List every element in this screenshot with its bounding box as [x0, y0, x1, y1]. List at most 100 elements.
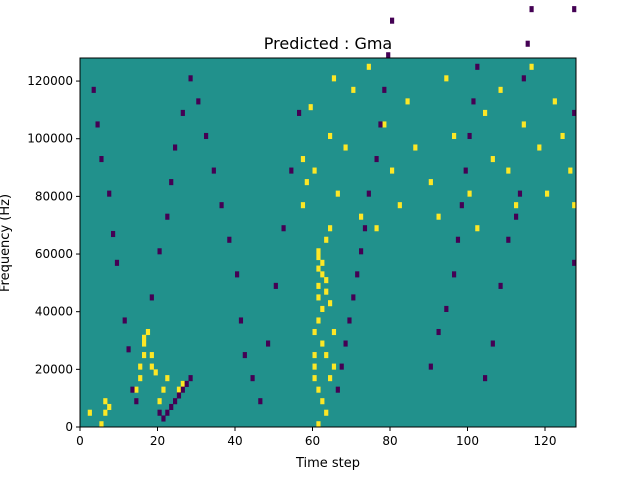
heatmap-cell-high: [142, 352, 147, 359]
x-tick-label: 40: [227, 434, 242, 448]
heatmap-cell-high: [153, 369, 158, 376]
heatmap-cell-high: [324, 236, 329, 243]
heatmap-cell-low: [386, 52, 391, 59]
heatmap-cell-high: [428, 179, 433, 186]
heatmap-cell-high: [572, 202, 577, 209]
heatmap-cell-high: [157, 398, 162, 405]
heatmap-cell-low: [436, 328, 441, 336]
heatmap-cell-high: [99, 421, 104, 428]
heatmap-cell-low: [529, 6, 534, 13]
heatmap-cell-low: [165, 213, 170, 220]
heatmap-cell-high: [107, 403, 112, 411]
heatmap-cell-low: [227, 236, 232, 243]
heatmap-cell-low: [188, 75, 193, 82]
heatmap-cell-low: [444, 305, 449, 312]
heatmap-cell-low: [455, 236, 461, 243]
heatmap-cell-high: [180, 380, 185, 387]
heatmap-cell-low: [157, 409, 162, 416]
heatmap-cell-low: [517, 190, 523, 197]
heatmap-cell-low: [107, 190, 112, 197]
heatmap-cell-low: [180, 109, 185, 116]
heatmap-cell-low: [99, 156, 104, 163]
heatmap-cell-low: [235, 271, 240, 278]
heatmap-cell-high: [324, 288, 329, 295]
heatmap-cell-low: [525, 40, 530, 47]
heatmap-cell-high: [304, 179, 309, 186]
heatmap-cell-low: [335, 386, 340, 393]
heatmap-cell-high: [521, 121, 526, 128]
heatmap-cell-low: [242, 352, 247, 359]
heatmap-cell-low: [572, 6, 577, 13]
heatmap-cell-high: [316, 265, 321, 272]
plot-area: [79, 6, 577, 428]
heatmap-cell-high: [103, 409, 108, 416]
heatmap-cell-low: [122, 317, 127, 324]
heatmap-cell-high: [308, 104, 313, 111]
heatmap-cell-high: [312, 352, 317, 359]
heatmap-cell-high: [359, 213, 364, 220]
x-tick-label: 80: [382, 434, 397, 448]
heatmap-cell-low: [238, 317, 244, 324]
heatmap-cell-low: [157, 248, 162, 255]
heatmap-cell-low: [339, 363, 344, 370]
y-tick-label: 20000: [35, 362, 73, 376]
heatmap-cell-high: [320, 271, 325, 278]
heatmap-cell-low: [204, 132, 209, 140]
y-tick-label: 0: [65, 420, 73, 434]
y-tick-label: 120000: [27, 74, 73, 88]
heatmap-cell-high: [138, 375, 143, 382]
heatmap-cell-high: [142, 340, 147, 347]
heatmap-cell-low: [219, 202, 224, 209]
heatmap-cell-high: [328, 225, 333, 232]
heatmap-cell-high: [475, 225, 480, 232]
heatmap-cell-low: [126, 346, 131, 353]
heatmap-cell-low: [572, 259, 577, 266]
heatmap-cell-high: [397, 202, 402, 209]
heatmap-cell-low: [498, 282, 503, 289]
heatmap-cell-high: [331, 328, 337, 336]
heatmap-cell-low: [366, 190, 371, 197]
heatmap-cell-high: [142, 334, 147, 341]
heatmap-cell-high: [161, 386, 166, 393]
heatmap-cell-low: [169, 403, 174, 411]
x-tick-label: 0: [76, 434, 84, 448]
heatmap-cell-low: [173, 398, 178, 405]
heatmap-cell-low: [95, 121, 100, 128]
heatmap-cell-low: [428, 363, 433, 370]
plot-frame: [79, 57, 577, 428]
heatmap-cell-high: [490, 156, 495, 163]
heatmap-cell-low: [514, 213, 519, 220]
heatmap-cell-high: [328, 375, 333, 382]
heatmap-cell-high: [176, 386, 182, 393]
heatmap-cell-high: [529, 63, 534, 70]
heatmap-cell-low: [347, 317, 352, 324]
heatmap-cell-low: [483, 375, 488, 382]
heatmap-cell-low: [459, 202, 464, 209]
heatmap-cell-low: [266, 340, 271, 347]
heatmap-cell-low: [378, 121, 383, 128]
heatmap-cell-high: [382, 121, 387, 128]
heatmap-cell-high: [316, 317, 321, 324]
heatmap-cell-low: [134, 398, 139, 405]
heatmap-cell-high: [134, 386, 139, 393]
heatmap-cell-low: [362, 225, 368, 232]
heatmap-cell-high: [320, 398, 325, 405]
heatmap-cell-low: [471, 98, 476, 105]
heatmap-cell-high: [436, 213, 441, 220]
heatmap-cell-high: [552, 98, 557, 105]
x-tick-label: 100: [456, 434, 479, 448]
heatmap-cell-low: [149, 294, 154, 301]
heatmap-cell-low: [359, 248, 364, 255]
heatmap-cell-low: [176, 392, 182, 399]
heatmap-cell-low: [180, 386, 185, 393]
heatmap-cell-low: [351, 294, 356, 301]
heatmap-cell-high: [312, 375, 317, 382]
x-tick-label: 20: [150, 434, 165, 448]
heatmap-cell-high: [568, 167, 573, 174]
heatmap-cell-low: [169, 179, 174, 186]
heatmap-cell-low: [273, 282, 278, 289]
heatmap-cell-high: [324, 277, 329, 284]
heatmap-cell-high: [316, 294, 321, 301]
y-tick-label: 80000: [35, 189, 73, 203]
